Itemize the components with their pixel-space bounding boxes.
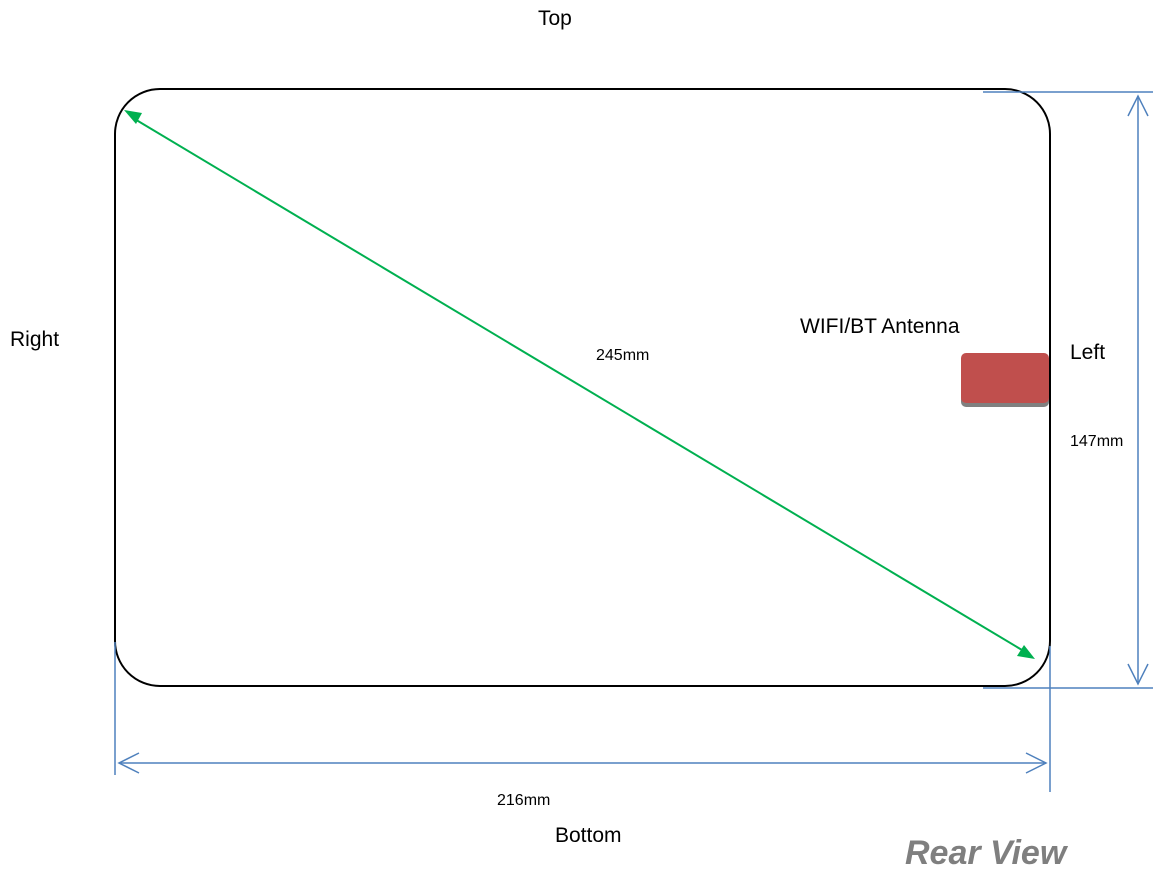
diagonal-dimension-arrow xyxy=(124,110,1035,659)
arrow-head-bottom-right-icon xyxy=(1017,645,1035,659)
height-arrow-bottom-icon xyxy=(1127,663,1149,686)
height-dimension xyxy=(983,91,1153,689)
height-arrow-top-icon xyxy=(1127,94,1149,117)
antenna-label: WIFI/BT Antenna xyxy=(800,315,960,338)
width-dimension-label: 216mm xyxy=(497,792,551,809)
label-right: Right xyxy=(10,328,60,351)
width-arrow-left-icon xyxy=(117,752,140,774)
arrow-head-top-left-icon xyxy=(124,110,142,124)
wifi-bt-antenna-block xyxy=(961,353,1049,403)
view-title: Rear View xyxy=(905,834,1067,872)
label-top: Top xyxy=(538,7,572,30)
label-left: Left xyxy=(1070,341,1106,364)
diagonal-dimension-label: 245mm xyxy=(596,347,650,364)
width-dimension xyxy=(114,642,1051,792)
label-bottom: Bottom xyxy=(555,824,622,847)
width-arrow-right-icon xyxy=(1025,752,1048,774)
device-outline xyxy=(114,88,1051,687)
height-dimension-label: 147mm xyxy=(1070,433,1124,450)
